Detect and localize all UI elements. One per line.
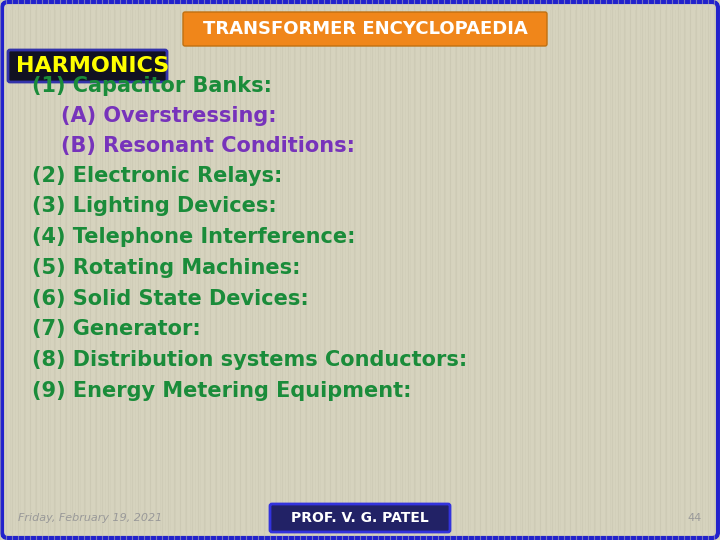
Text: Friday, February 19, 2021: Friday, February 19, 2021 [18, 513, 162, 523]
FancyBboxPatch shape [8, 50, 167, 82]
Text: (9) Energy Metering Equipment:: (9) Energy Metering Equipment: [32, 381, 412, 401]
Text: (4) Telephone Interference:: (4) Telephone Interference: [32, 227, 356, 247]
Text: (B) Resonant Conditions:: (B) Resonant Conditions: [61, 136, 355, 156]
Text: (8) Distribution systems Conductors:: (8) Distribution systems Conductors: [32, 350, 468, 370]
FancyBboxPatch shape [183, 12, 547, 46]
Text: 44: 44 [688, 513, 702, 523]
Text: (3) Lighting Devices:: (3) Lighting Devices: [32, 196, 277, 217]
Text: TRANSFORMER ENCYCLOPAEDIA: TRANSFORMER ENCYCLOPAEDIA [202, 20, 527, 38]
Text: (7) Generator:: (7) Generator: [32, 319, 201, 340]
Text: (6) Solid State Devices:: (6) Solid State Devices: [32, 288, 309, 309]
Text: (1) Capacitor Banks:: (1) Capacitor Banks: [32, 76, 272, 97]
FancyBboxPatch shape [270, 504, 450, 532]
Text: PROF. V. G. PATEL: PROF. V. G. PATEL [291, 511, 429, 525]
Text: (A) Overstressing:: (A) Overstressing: [61, 106, 276, 126]
Text: HARMONICS: HARMONICS [16, 56, 169, 76]
Text: (2) Electronic Relays:: (2) Electronic Relays: [32, 165, 283, 186]
Text: (5) Rotating Machines:: (5) Rotating Machines: [32, 258, 301, 278]
